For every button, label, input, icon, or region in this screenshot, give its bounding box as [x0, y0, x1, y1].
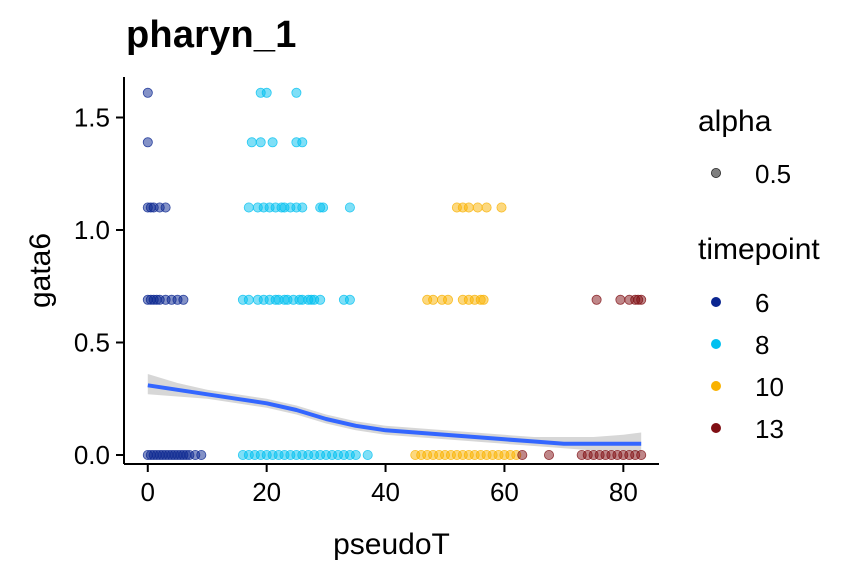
smooth-ribbon-layer	[147, 374, 642, 453]
x-tick-label: 40	[371, 477, 400, 507]
point-series-8	[297, 137, 308, 148]
x-tick-label: 20	[252, 477, 281, 507]
point-series-10	[463, 202, 474, 213]
y-axis-title: gata6	[24, 233, 57, 308]
point-series-6	[142, 87, 153, 98]
x-axis-title: pseudoT	[333, 528, 450, 561]
point-series-8	[297, 202, 308, 213]
point-series-6	[196, 449, 207, 460]
legend-timepoint-label-13: 13	[755, 414, 784, 444]
smooth-trend-line	[147, 383, 642, 446]
legend-timepoint-key-6	[711, 296, 722, 307]
point-series-8	[243, 202, 254, 213]
point-series-8	[362, 449, 373, 460]
legend-alpha-title: alpha	[698, 105, 772, 138]
point-series-8	[315, 294, 326, 305]
legend-timepoint-key-10	[711, 380, 722, 391]
point-series-8	[344, 294, 355, 305]
axes: 0 20 40 60 80 0.0 0.5 1.0 1.5 pseudoT gata6	[24, 77, 659, 561]
point-series-13	[544, 449, 555, 460]
chart-title: pharyn_1	[126, 14, 297, 56]
legend-alpha-key	[711, 167, 722, 178]
legend-timepoint-label-10: 10	[755, 372, 784, 402]
points-layer	[142, 87, 647, 460]
smooth-line-layer	[147, 383, 642, 446]
legend-timepoint-title: timepoint	[698, 233, 820, 266]
point-series-8	[261, 87, 272, 98]
point-series-8	[318, 202, 329, 213]
point-series-13	[517, 449, 528, 460]
point-series-8	[243, 294, 254, 305]
point-series-8	[267, 137, 278, 148]
point-series-8	[255, 137, 266, 148]
point-series-10	[472, 202, 483, 213]
point-series-10	[478, 294, 489, 305]
point-series-10	[428, 294, 439, 305]
point-series-10	[496, 202, 507, 213]
x-tick-label: 80	[609, 477, 638, 507]
point-series-6	[178, 294, 189, 305]
y-tick-label: 1.0	[74, 215, 110, 245]
y-tick-label: 0.0	[74, 440, 110, 470]
x-tick-label: 0	[141, 477, 155, 507]
point-series-13	[636, 294, 647, 305]
legend-timepoint-key-13	[711, 422, 722, 433]
point-series-8	[246, 137, 257, 148]
legend-timepoint-key-8	[711, 338, 722, 349]
point-series-6	[160, 202, 171, 213]
y-tick-label: 1.5	[74, 103, 110, 133]
legend-timepoint-label-6: 6	[755, 288, 769, 318]
point-series-13	[636, 449, 647, 460]
point-series-10	[481, 202, 492, 213]
legend-alpha-label: 0.5	[755, 159, 791, 189]
point-series-13	[615, 294, 626, 305]
confidence-ribbon	[147, 374, 642, 453]
point-series-8	[344, 202, 355, 213]
legend: alpha 0.5 timepoint 6 8 10 13	[698, 105, 820, 444]
point-series-8	[291, 87, 302, 98]
y-tick-label: 0.5	[74, 328, 110, 358]
point-series-6	[142, 137, 153, 148]
point-series-13	[591, 294, 602, 305]
point-series-10	[442, 294, 453, 305]
legend-timepoint-label-8: 8	[755, 330, 769, 360]
x-tick-label: 60	[490, 477, 519, 507]
point-series-8	[350, 449, 361, 460]
